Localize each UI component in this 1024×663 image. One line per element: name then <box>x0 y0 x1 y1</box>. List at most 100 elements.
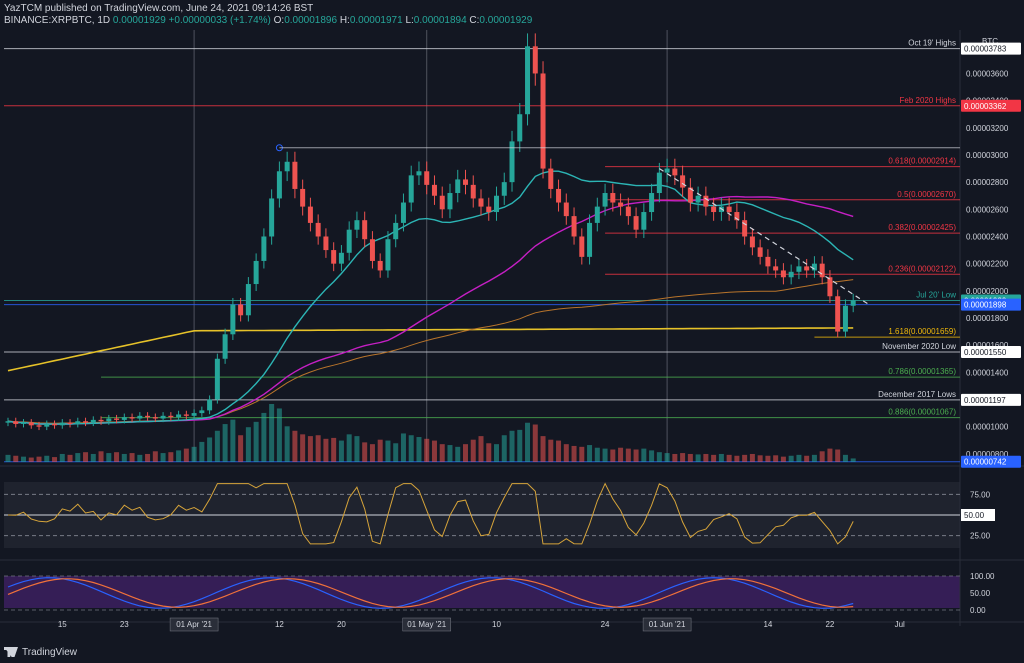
volume-bar <box>176 450 182 462</box>
candle-body <box>284 161 290 172</box>
candle-body <box>121 417 127 420</box>
volume-bar <box>152 451 158 462</box>
currency-label: BTC <box>982 37 998 46</box>
date-tick-label: 23 <box>120 620 129 629</box>
candle-body <box>517 114 523 142</box>
volume-bar <box>183 448 189 462</box>
candle-body <box>672 168 678 176</box>
price-tag-bg <box>961 455 1021 468</box>
candle-body <box>362 220 368 240</box>
candle-body <box>83 421 89 423</box>
candle-body <box>145 415 151 418</box>
volume-bar <box>749 453 755 462</box>
volume-bar <box>548 439 554 462</box>
candle-body <box>540 73 546 169</box>
candle-body <box>455 179 461 194</box>
ma200-line <box>7 327 854 372</box>
volume-bar <box>331 437 337 462</box>
volume-bar <box>214 430 220 462</box>
volume-bar <box>354 436 360 462</box>
volume-bar <box>501 435 507 462</box>
volume-bar <box>408 435 414 462</box>
date-tick-label: 20 <box>337 620 346 629</box>
level-label: November 2020 Low <box>882 342 956 351</box>
volume-bar <box>292 430 298 462</box>
volume-bar <box>726 454 732 462</box>
volume-bar <box>742 454 748 462</box>
candle-body <box>842 305 848 332</box>
date-tick-label: 14 <box>763 620 772 629</box>
volume-bar <box>656 452 662 462</box>
level-label: 0.382(0.00002425) <box>888 223 956 232</box>
levels: Oct 19' Highs 0.00003783 Feb 2020 Highs 0.0… <box>4 39 1021 468</box>
candle-body <box>36 425 42 427</box>
price-tick-label: 0.00001600 <box>966 341 1009 350</box>
candle-body <box>238 304 244 316</box>
price-tag-bg <box>961 99 1021 112</box>
level-label: 0.786(0.00001365) <box>888 367 956 376</box>
volume-bar <box>90 453 96 462</box>
rsi-pane: 75.00 50.00 25.00 <box>4 482 995 545</box>
volume-bar <box>633 449 639 462</box>
candle-body <box>191 413 197 416</box>
candle-body <box>494 195 500 213</box>
volume-bar <box>338 440 344 462</box>
stoch-tick-label: 0.00 <box>970 606 986 615</box>
candle-body <box>687 187 693 203</box>
candle-body <box>703 195 709 207</box>
price-tag-label: 0.00001197 <box>964 396 1006 405</box>
volume-bar <box>842 454 848 462</box>
level-label: 0.236(0.00002122) <box>888 264 956 273</box>
volume-bar <box>416 437 422 462</box>
candle-body <box>307 206 313 223</box>
volume-bar <box>680 453 686 462</box>
volume-bar <box>470 439 476 462</box>
candle-body <box>509 141 515 183</box>
volume-bar <box>649 450 655 462</box>
volume-bar <box>315 435 321 462</box>
level-label: Jul 20' Low <box>916 290 956 299</box>
volume-bar <box>695 454 701 462</box>
volume-bar <box>5 454 11 462</box>
volume-bar <box>594 447 600 462</box>
price-tick-label: 0.00002200 <box>966 260 1009 269</box>
volume-bar <box>284 426 290 462</box>
candle-body <box>75 421 81 424</box>
volume-bar <box>804 455 810 462</box>
volume-bar <box>765 455 771 462</box>
volume-bar <box>509 430 515 462</box>
price-tag-bg <box>961 42 1021 55</box>
stoch-band <box>4 576 960 608</box>
price-tick-label: 0.00002000 <box>966 287 1009 296</box>
stoch-pane: 100.00 50.00 0.00 <box>4 572 995 615</box>
trendline-dashed <box>659 168 870 305</box>
volume-bar <box>67 454 73 462</box>
publisher-text: YazTCM published on TradingView.com, Jun… <box>4 3 314 14</box>
volume-bar <box>44 455 50 462</box>
candle-body <box>269 198 275 237</box>
candle-body <box>571 216 577 237</box>
volume-bar <box>129 453 135 462</box>
volume-bar <box>819 451 825 462</box>
volume-bar <box>587 445 593 462</box>
volume-bar <box>532 424 538 462</box>
candle-body <box>548 168 554 189</box>
candle-body <box>501 182 507 196</box>
volume-bar <box>323 438 329 462</box>
volume-bar <box>377 439 383 462</box>
volume-bar <box>486 443 492 462</box>
date-tick-label: 24 <box>601 620 610 629</box>
volume-bar <box>269 404 275 462</box>
volume-bar <box>346 434 352 462</box>
volume-bar <box>385 440 391 462</box>
volume-bar <box>245 427 251 462</box>
volume-bar <box>796 454 802 462</box>
candle-body <box>199 410 205 414</box>
candle-body <box>168 415 174 418</box>
candle-body <box>470 184 476 199</box>
volume-bar <box>253 421 259 462</box>
candle-body <box>129 417 135 419</box>
volume-bar <box>207 437 213 462</box>
last-price: 0.00001929 <box>112 15 166 26</box>
